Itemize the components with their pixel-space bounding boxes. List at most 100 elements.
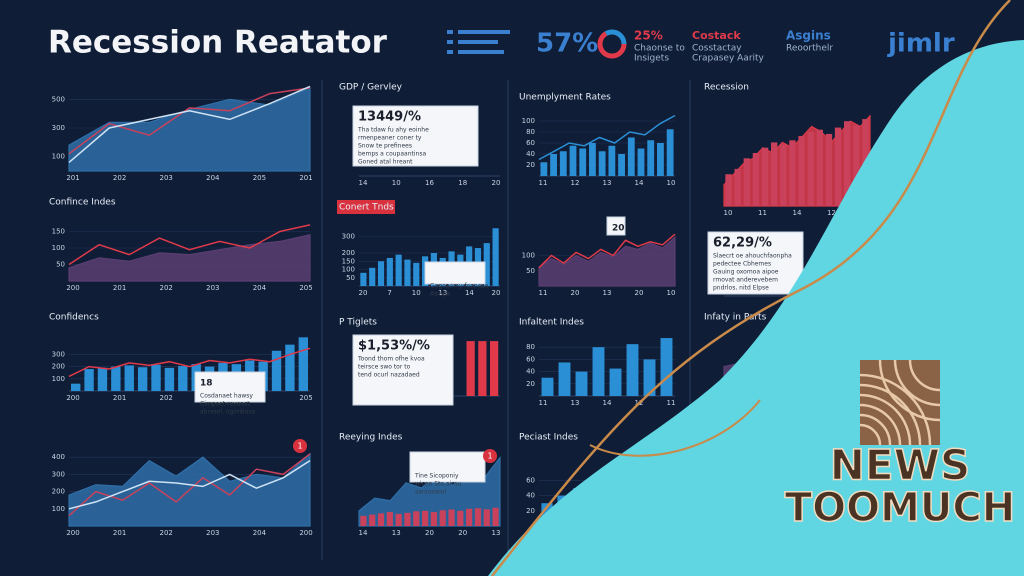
y-tick-label: 100 bbox=[522, 252, 535, 260]
decor-curve-2 bbox=[589, 399, 761, 457]
callout-box bbox=[409, 451, 486, 483]
x-tick-label: 14 bbox=[635, 179, 644, 187]
bar bbox=[164, 367, 175, 391]
y-tick-label: 500 bbox=[52, 95, 65, 103]
x-tick-label: 14 bbox=[359, 529, 368, 537]
x-tick-label: 11 bbox=[539, 399, 548, 407]
panel-title: GDP / Gervley bbox=[339, 83, 403, 93]
callout-line: sarsusisio! bbox=[415, 489, 447, 496]
x-tick-label: 13 bbox=[571, 399, 580, 407]
x-tick-label: 20 bbox=[635, 289, 644, 297]
bar bbox=[478, 341, 487, 396]
bar bbox=[592, 347, 605, 396]
callout-box bbox=[606, 216, 626, 236]
panel-title: P Tiglets bbox=[339, 318, 377, 328]
x-tick-label: 14 bbox=[359, 179, 368, 187]
y-tick-label: 100 bbox=[52, 153, 65, 161]
x-tick-label: 16 bbox=[425, 179, 434, 187]
y-tick-label: 60 bbox=[526, 476, 535, 484]
x-tick-label: 201 bbox=[113, 394, 126, 402]
bar bbox=[752, 153, 760, 206]
bar bbox=[457, 510, 464, 526]
callout-line: abrasel, ogimbosa bbox=[200, 409, 256, 416]
bar bbox=[666, 129, 674, 176]
bar bbox=[541, 377, 554, 396]
bar bbox=[608, 145, 616, 176]
x-tick-label: 202 bbox=[113, 174, 126, 182]
panel-title: Reeying Indes bbox=[339, 433, 403, 443]
x-tick-label: 205 bbox=[299, 284, 312, 292]
line bbox=[538, 233, 676, 269]
y-tick-label: 150 bbox=[342, 257, 355, 265]
header-title: Recession Reatator bbox=[48, 25, 388, 61]
bar bbox=[404, 512, 411, 526]
bar bbox=[386, 512, 393, 526]
x-tick-label: 204 bbox=[253, 529, 267, 537]
bar bbox=[618, 154, 625, 176]
callout-heading: $1,53%/% bbox=[358, 339, 430, 354]
line bbox=[68, 85, 311, 163]
x-tick-label: 20 bbox=[359, 289, 368, 297]
bar bbox=[490, 341, 499, 396]
y-tick-label: 20 bbox=[526, 380, 535, 388]
bar bbox=[395, 513, 402, 526]
x-tick-label: 20 bbox=[571, 289, 580, 297]
bar bbox=[151, 364, 161, 391]
x-tick-label: 202 bbox=[160, 529, 173, 537]
bar bbox=[627, 137, 635, 176]
bar bbox=[137, 367, 148, 391]
bar bbox=[483, 509, 490, 526]
callout-box bbox=[352, 334, 454, 406]
callout-box bbox=[424, 261, 486, 285]
y-tick-label: 300 bbox=[52, 470, 65, 478]
header-stat-value: 25% bbox=[634, 29, 663, 43]
x-tick-label: 13 bbox=[603, 289, 612, 297]
x-tick-label: 11 bbox=[539, 289, 548, 297]
bar bbox=[111, 366, 121, 391]
bar bbox=[97, 367, 108, 391]
x-tick-label: 13 bbox=[492, 529, 501, 537]
callout-line: Gauing oxomoa aipoe bbox=[713, 269, 779, 276]
bar bbox=[647, 140, 655, 176]
y-tick-label: 60 bbox=[526, 139, 535, 147]
y-tick-label: 20 bbox=[526, 507, 535, 515]
header-stat-text: Cosstactay bbox=[692, 44, 742, 54]
title-tag bbox=[337, 200, 395, 214]
header-stat-text: Chaonse to bbox=[634, 44, 685, 54]
callout-line: Slaecrt oe ahouchfaonpha bbox=[713, 253, 792, 260]
bar bbox=[377, 513, 385, 526]
header-stat-value: 57% bbox=[536, 29, 598, 59]
line bbox=[68, 87, 311, 155]
bar bbox=[124, 365, 134, 391]
bar bbox=[807, 131, 814, 206]
header-stat-value: Asgins bbox=[786, 29, 831, 43]
bar bbox=[798, 136, 805, 206]
bar bbox=[657, 143, 664, 176]
x-tick-label: 200 bbox=[66, 394, 79, 402]
callout-line: teirsce swo tor to bbox=[358, 364, 411, 371]
bar bbox=[559, 151, 567, 176]
panel-title: Confince Indes bbox=[49, 198, 116, 208]
decor-curve bbox=[491, 0, 1011, 576]
badge-text: 1 bbox=[487, 452, 492, 461]
x-tick-label: 18 bbox=[458, 179, 467, 187]
bar bbox=[853, 125, 860, 206]
x-tick-label: 7 bbox=[387, 289, 391, 297]
y-tick-label: 300 bbox=[342, 233, 355, 241]
bar bbox=[298, 337, 308, 391]
panel-title: Confidencs bbox=[49, 313, 99, 323]
bar bbox=[770, 142, 778, 206]
logo-line1: NEWS bbox=[830, 441, 970, 490]
y-tick-label: 100 bbox=[52, 375, 65, 383]
bar bbox=[550, 154, 557, 176]
bar bbox=[540, 162, 548, 176]
callout-heading: 13449/% bbox=[358, 110, 421, 125]
panel-title: Peciast Indes bbox=[519, 433, 578, 443]
header-stat-value: Costack bbox=[692, 29, 741, 42]
y-tick-label: 40 bbox=[526, 492, 535, 500]
callout-line: bemps a coupaantinsa bbox=[358, 151, 426, 158]
y-tick-label: 50 bbox=[526, 267, 535, 275]
callout-heading: 62,29/% bbox=[713, 236, 772, 251]
